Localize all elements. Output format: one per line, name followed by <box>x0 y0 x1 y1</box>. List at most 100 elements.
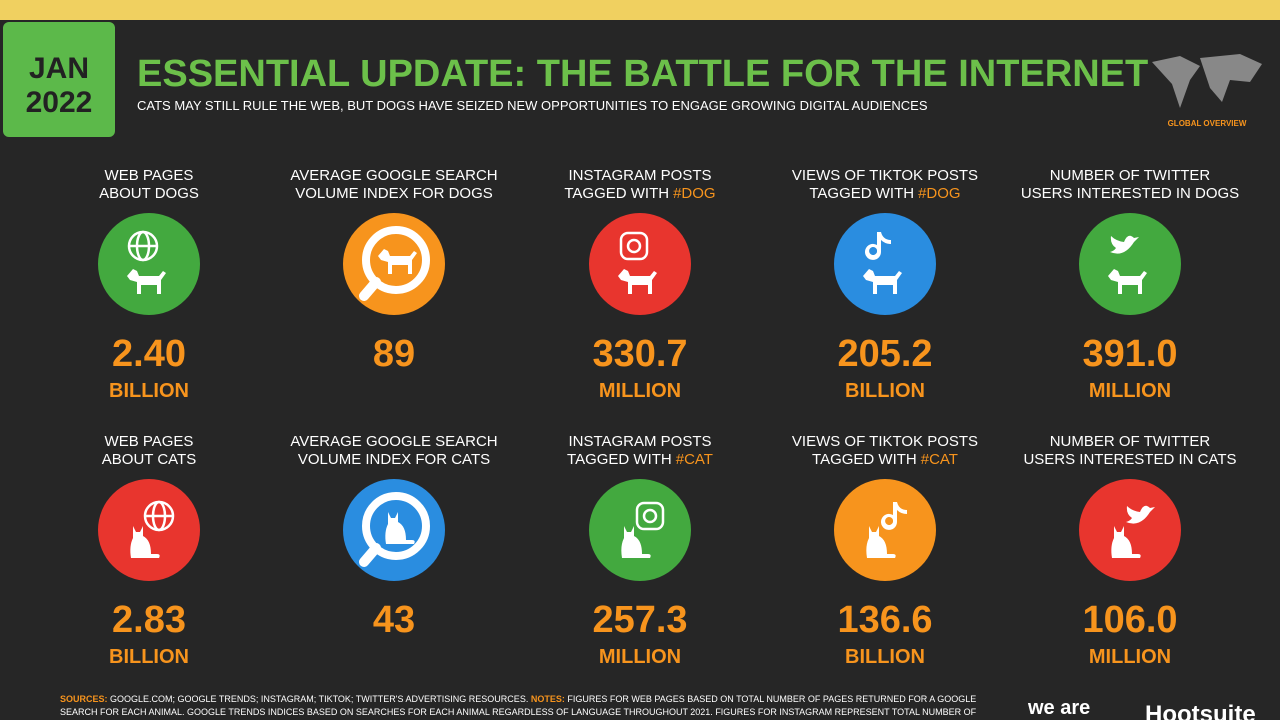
month: JAN <box>29 52 89 85</box>
subtitle: CATS MAY STILL RULE THE WEB, BUT DOGS HA… <box>137 98 928 113</box>
tile-unit: BILLION <box>845 380 925 402</box>
hashtag: #DOG <box>673 185 716 202</box>
tile-label: TAGGED WITH #DOG <box>809 185 960 202</box>
tile-value: 257.3 <box>592 599 687 641</box>
region: GLOBAL OVERVIEW <box>1168 119 1247 128</box>
tile-label: USERS INTERESTED IN DOGS <box>1021 185 1239 202</box>
instagram-icon <box>642 508 658 524</box>
icon-circle <box>589 479 691 581</box>
tile-label: VOLUME INDEX FOR CATS <box>298 451 490 468</box>
logo-we-are: we are <box>1027 697 1090 719</box>
tile-label: VIEWS OF TIKTOK POSTS <box>792 167 978 184</box>
tile-value: 106.0 <box>1082 599 1177 641</box>
sources-label: SOURCES: <box>60 694 108 704</box>
tile-label: ABOUT CATS <box>102 451 196 468</box>
tile-unit: MILLION <box>1089 646 1171 668</box>
search-handle <box>359 277 381 301</box>
year: 2022 <box>26 86 93 119</box>
cat-icon <box>130 526 160 558</box>
dog-icon <box>618 269 657 294</box>
hashtag: #CAT <box>676 451 713 468</box>
tile-label-line: ABOUT CATS <box>102 451 196 468</box>
icon-circle <box>1079 213 1181 315</box>
tile-value: 205.2 <box>837 333 932 375</box>
tile-label: INSTAGRAM POSTS <box>568 433 711 450</box>
icon-circle <box>589 213 691 315</box>
tile-label-line: TAGGED WITH <box>564 185 669 202</box>
title: ESSENTIAL UPDATE: THE BATTLE FOR THE INT… <box>137 53 1148 95</box>
tile-label: WEB PAGES <box>105 433 194 450</box>
tile-label: AVERAGE GOOGLE SEARCH <box>290 167 497 184</box>
footer-line: SOURCES: GOOGLE.COM; GOOGLE TRENDS; INST… <box>60 694 976 704</box>
dog-icon <box>378 249 417 274</box>
search-handle <box>359 543 381 567</box>
notes-label: NOTES: <box>531 694 565 704</box>
tile-label: NUMBER OF TWITTER <box>1050 167 1211 184</box>
tiktok-icon <box>881 502 907 530</box>
icon-circle <box>1079 479 1181 581</box>
tile-label-line: USERS INTERESTED IN CATS <box>1023 451 1236 468</box>
tile-value: 136.6 <box>837 599 932 641</box>
tile-label-line: VOLUME INDEX FOR CATS <box>298 451 490 468</box>
tile-unit: MILLION <box>1089 380 1171 402</box>
tile-label-line: USERS INTERESTED IN DOGS <box>1021 185 1239 202</box>
tile-value: 2.83 <box>112 599 186 641</box>
icon-circle <box>834 213 936 315</box>
tile-value: 43 <box>373 599 415 641</box>
hashtag: #CAT <box>921 451 958 468</box>
tile-label: USERS INTERESTED IN CATS <box>1023 451 1236 468</box>
twitter-icon <box>1110 235 1139 254</box>
instagram-icon <box>635 501 665 531</box>
tile-unit: BILLION <box>109 380 189 402</box>
tile-label: TAGGED WITH #CAT <box>812 451 958 468</box>
tile-label: NUMBER OF TWITTER <box>1050 433 1211 450</box>
instagram-icon <box>619 231 649 261</box>
tile-value: 89 <box>373 333 415 375</box>
world-map <box>1152 54 1262 108</box>
tile-label: ABOUT DOGS <box>99 185 199 202</box>
icon-circle <box>98 213 200 315</box>
tile-label: TAGGED WITH #CAT <box>567 451 713 468</box>
tile-unit: BILLION <box>845 646 925 668</box>
hashtag: #DOG <box>918 185 961 202</box>
search-ring <box>362 492 430 560</box>
cat-icon <box>866 526 896 558</box>
tile-value: 391.0 <box>1082 333 1177 375</box>
icon-circle <box>834 479 936 581</box>
search-ring <box>362 226 430 294</box>
sources: GOOGLE.COM; GOOGLE TRENDS; INSTAGRAM; TI… <box>110 694 528 704</box>
dog-icon <box>863 269 902 294</box>
tile-label-line: TAGGED WITH <box>809 185 914 202</box>
tile-label-line: ABOUT DOGS <box>99 185 199 202</box>
tile-value: 2.40 <box>112 333 186 375</box>
notes: FIGURES FOR WEB PAGES BASED ON TOTAL NUM… <box>567 694 976 704</box>
twitter-icon <box>1126 505 1155 524</box>
notes-2: SEARCH FOR EACH ANIMAL. GOOGLE TRENDS IN… <box>60 707 977 717</box>
tile-unit: MILLION <box>599 380 681 402</box>
tile-label: WEB PAGES <box>105 167 194 184</box>
cat-icon <box>621 526 651 558</box>
tile-label: VIEWS OF TIKTOK POSTS <box>792 433 978 450</box>
icon-circle <box>98 479 200 581</box>
tile-label: AVERAGE GOOGLE SEARCH <box>290 433 497 450</box>
cat-icon <box>385 512 415 544</box>
tile-label-line: TAGGED WITH <box>567 451 672 468</box>
date-box <box>3 22 115 137</box>
tiktok-icon <box>865 232 891 260</box>
tile-value: 330.7 <box>592 333 687 375</box>
dog-icon <box>1108 269 1147 294</box>
tile-unit: BILLION <box>109 646 189 668</box>
cat-icon <box>1111 526 1141 558</box>
logo-hootsuite: Hootsuite <box>1145 701 1256 720</box>
